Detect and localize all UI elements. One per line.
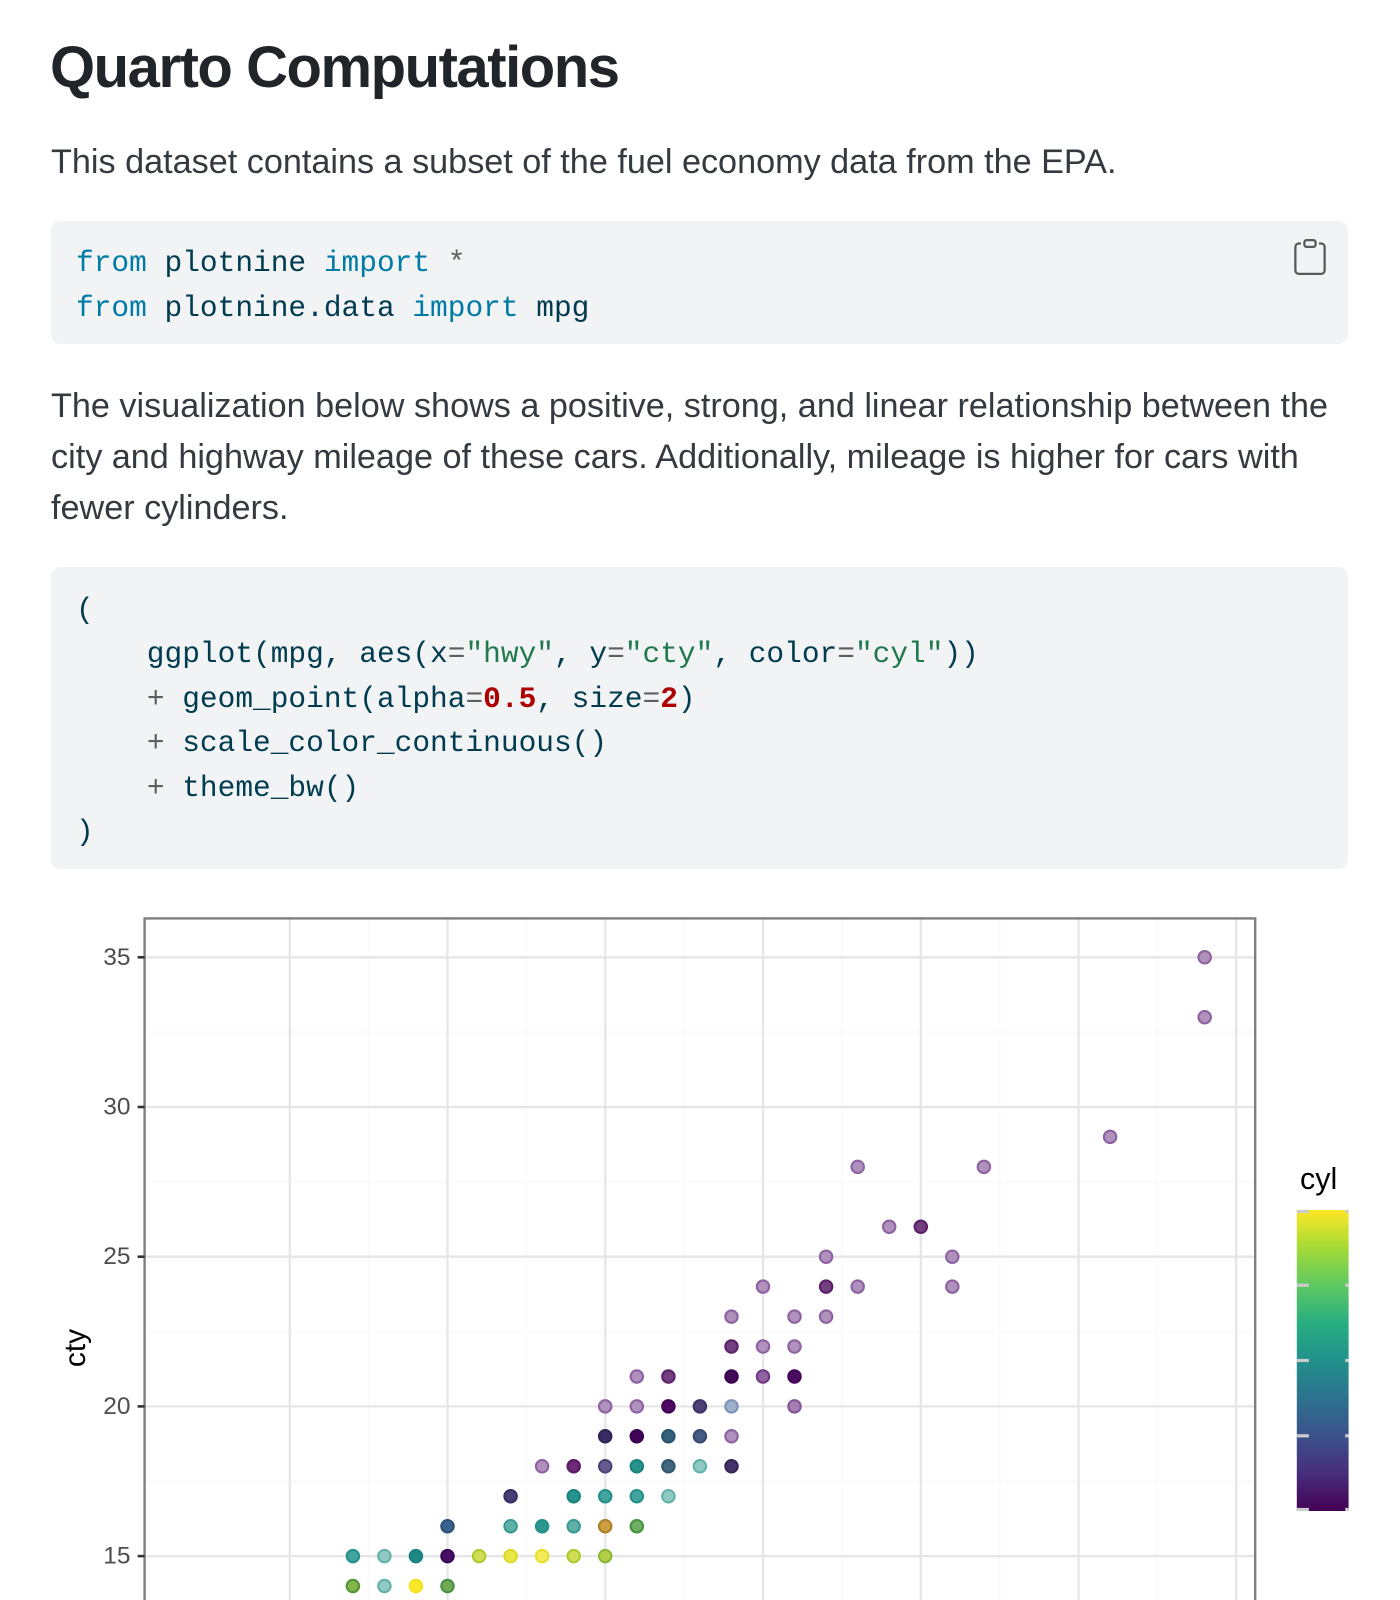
svg-text:25: 25 bbox=[103, 1243, 130, 1270]
svg-text:30: 30 bbox=[103, 1094, 130, 1121]
svg-text:cyl: cyl bbox=[1300, 1162, 1337, 1196]
svg-text:cty: cty bbox=[59, 1329, 92, 1367]
svg-text:35: 35 bbox=[103, 944, 130, 971]
svg-text:20: 20 bbox=[103, 1393, 130, 1420]
svg-text:15: 15 bbox=[103, 1543, 130, 1570]
